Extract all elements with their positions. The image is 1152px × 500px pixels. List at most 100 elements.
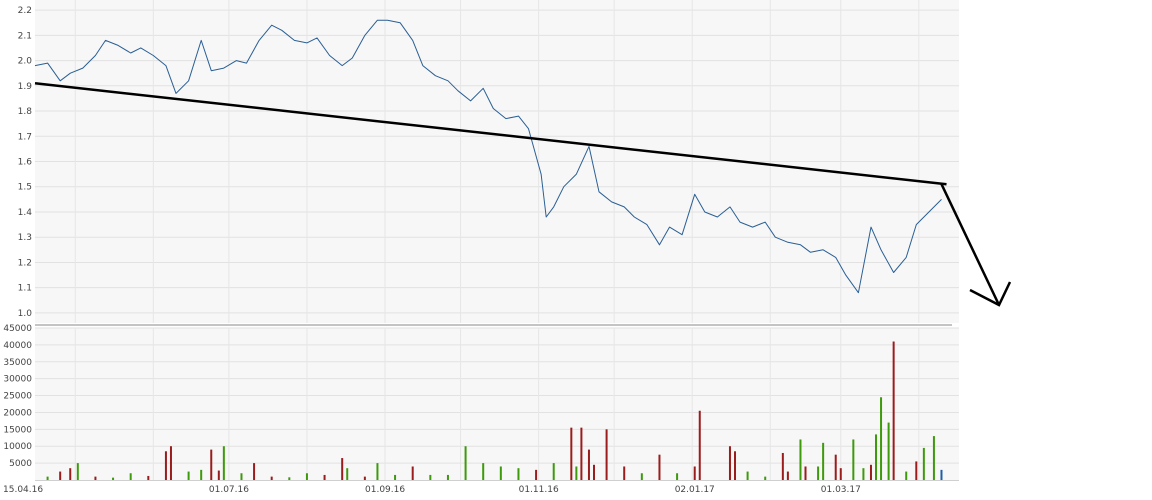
price-tick-label: 1.7 — [18, 132, 32, 142]
volume-bar — [915, 461, 918, 480]
volume-bar — [834, 454, 837, 480]
price-series — [34, 19, 942, 294]
volume-bar — [187, 471, 190, 480]
volume-bar — [535, 469, 538, 480]
volume-bar — [341, 458, 344, 480]
volume-bar — [112, 477, 115, 480]
arrow-shaft — [940, 183, 1001, 306]
price-tick-label: 1.6 — [18, 158, 33, 168]
price-tick-label: 1.9 — [18, 82, 33, 92]
volume-bar — [394, 474, 397, 480]
volume-bar — [817, 466, 820, 480]
volume-bar — [940, 469, 943, 480]
price-tick-label: 1.1 — [18, 284, 32, 294]
volume-bar — [429, 474, 432, 480]
volume-bar — [129, 473, 132, 480]
x-tick-label: 01.03.17 — [821, 485, 861, 495]
volume-bar — [887, 422, 890, 480]
volume-bar — [446, 474, 449, 480]
volume-bar — [592, 464, 595, 480]
volume-bar — [781, 452, 784, 480]
price-tick-label: 2.2 — [18, 6, 32, 16]
volume-bar — [693, 466, 696, 480]
volume-bar — [640, 473, 643, 480]
price-tick-label: 1.5 — [18, 183, 32, 193]
volume-bar — [875, 434, 878, 480]
volume-bar — [253, 463, 256, 480]
price-tick-label: 1.2 — [18, 258, 32, 268]
volume-tick-label: 10000 — [3, 442, 32, 452]
volume-bar — [499, 466, 502, 480]
volume-bar — [799, 439, 802, 480]
x-tick-label: 15.04.16 — [3, 485, 43, 495]
price-tick-label: 2.1 — [18, 31, 32, 41]
volume-bar — [270, 476, 273, 480]
price-tick-label: 1.0 — [18, 309, 33, 319]
volume-bar — [288, 477, 291, 480]
volume-bar — [580, 427, 583, 480]
volume-bar — [575, 466, 578, 480]
volume-bar — [200, 469, 203, 480]
volume-bar — [94, 476, 97, 480]
volume-bar — [880, 397, 883, 480]
volume-bar — [482, 463, 485, 480]
volume-bar — [210, 449, 213, 480]
price-line — [34, 19, 942, 294]
volume-tick-label: 40000 — [3, 341, 32, 351]
volume-tick-label: 20000 — [3, 408, 32, 418]
volume-bar — [305, 473, 308, 480]
volume-bar — [147, 475, 150, 480]
volume-bar — [240, 473, 243, 480]
volume-bar — [676, 473, 679, 480]
volume-bar — [839, 468, 842, 480]
volume-tick-label: 35000 — [3, 358, 32, 368]
volume-bar — [517, 468, 520, 480]
volume-bar — [59, 471, 62, 480]
trendline — [34, 82, 947, 186]
volume-bar — [764, 476, 767, 480]
volume-bar — [464, 446, 467, 480]
volume-bar — [323, 474, 326, 480]
volume-bar — [892, 341, 895, 480]
volume-bar — [862, 468, 865, 480]
volume-bar — [76, 463, 79, 480]
volume-bar — [411, 466, 414, 480]
volume-bar — [169, 446, 172, 480]
volume-bars — [46, 341, 943, 480]
price-tick-label: 1.4 — [18, 208, 33, 218]
volume-bar — [734, 451, 737, 480]
x-axis: 15.04.16 01.07.16 01.09.16 01.11.16 02.01.17… — [3, 485, 861, 495]
price-tick-label: 1.3 — [18, 233, 32, 243]
volume-bar — [869, 464, 872, 480]
volume-bar — [69, 468, 72, 480]
volume-tick-label: 15000 — [3, 425, 32, 435]
volume-bar — [786, 471, 789, 480]
x-tick-label: 01.07.16 — [209, 485, 249, 495]
volume-bar — [905, 471, 908, 480]
volume-bar — [46, 476, 49, 480]
price-tick-label: 1.8 — [18, 107, 33, 117]
x-tick-label: 01.09.16 — [365, 485, 405, 495]
price-tick-label: 2.0 — [18, 57, 33, 67]
volume-y-axis: 45000 40000 35000 30000 25000 20000 15000 10000… — [3, 324, 32, 469]
volume-bar — [852, 439, 855, 480]
volume-bar — [746, 471, 749, 480]
volume-bar — [570, 427, 573, 480]
down-arrow-annotation — [940, 183, 1012, 307]
volume-bar — [222, 446, 225, 480]
grid — [35, 0, 959, 480]
volume-bar — [376, 463, 379, 480]
volume-bar — [658, 454, 661, 480]
trendline-group — [34, 82, 947, 186]
volume-bar — [605, 429, 608, 480]
volume-bar — [822, 442, 825, 480]
volume-tick-label: 45000 — [3, 324, 32, 334]
volume-tick-label: 5000 — [9, 459, 32, 469]
volume-bar — [623, 466, 626, 480]
volume-bar — [346, 468, 349, 480]
volume-panel-background — [35, 328, 959, 480]
volume-bar — [552, 463, 555, 480]
price-y-axis: 2.2 2.1 2.0 1.9 1.8 1.7 1.6 1.5 1.4 1.3 1.2 1.1 1.0 — [18, 6, 33, 319]
x-tick-label: 01.11.16 — [519, 485, 559, 495]
